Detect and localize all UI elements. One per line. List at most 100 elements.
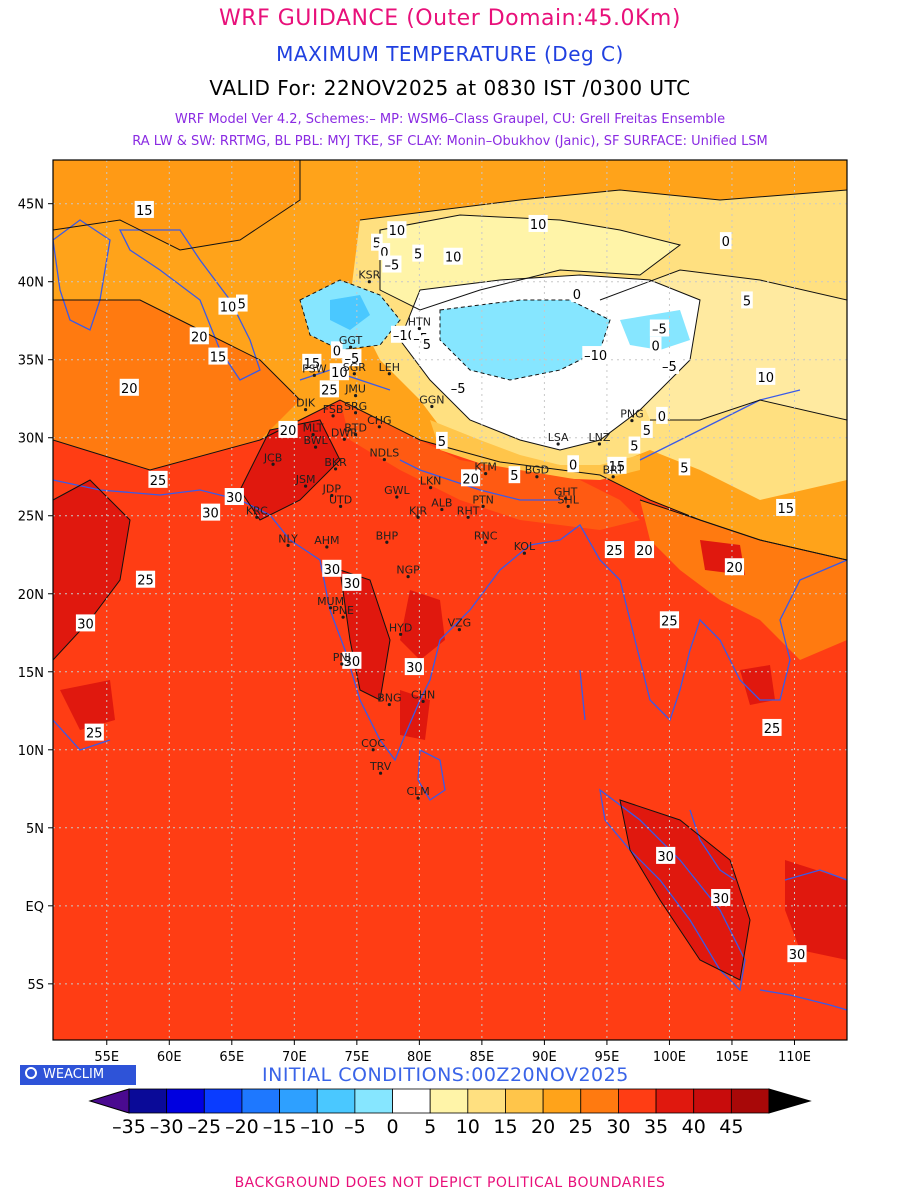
- colorbar-swatch: [467, 1088, 506, 1114]
- colorbar-swatch: [279, 1088, 318, 1114]
- contour-label-text: 30: [344, 655, 361, 670]
- lon-tick-label: 55E: [94, 1050, 119, 1065]
- colorbar-swatch: [693, 1088, 732, 1114]
- contour-label-box: [528, 214, 548, 232]
- contour-label-box: [412, 244, 424, 262]
- city-dot: [566, 504, 570, 508]
- city-label: CLM: [406, 785, 429, 798]
- city-label: ALB: [431, 497, 452, 510]
- contour-label-text: 0: [569, 458, 577, 473]
- contour-label-box: [641, 420, 653, 438]
- lon-tick-label: 90E: [532, 1050, 557, 1065]
- city-label: SGR: [343, 361, 367, 374]
- city-label: HTN: [408, 316, 431, 329]
- contour-label: 10: [218, 297, 238, 316]
- contour-label-box: [404, 658, 424, 676]
- city-rnc: RNC: [474, 529, 498, 544]
- lon-tick-label: 100E: [653, 1050, 686, 1065]
- contour-label-text: –5: [384, 259, 399, 274]
- city-shl: SHL: [557, 493, 580, 508]
- city-dot: [353, 411, 358, 415]
- city-label: BRT: [603, 464, 624, 477]
- lon-tick-label: 105E: [715, 1050, 748, 1065]
- city-dot: [406, 574, 410, 579]
- city-dot: [333, 467, 338, 471]
- city-dot: [440, 507, 444, 512]
- contour-label-box: [119, 378, 139, 396]
- colorbar-tick-label: –30: [150, 1116, 184, 1138]
- city-label: HYD: [389, 621, 412, 634]
- contour-label: –5: [649, 319, 670, 338]
- contour-label-box: [741, 291, 753, 309]
- city-label: JCB: [263, 451, 282, 464]
- city-label: DIK: [296, 397, 316, 410]
- contour-label: 5: [436, 431, 448, 450]
- city-label: DWR: [331, 426, 358, 439]
- contour-label-box: [649, 336, 662, 354]
- colorbar-swatch: [730, 1088, 770, 1114]
- contour-label-text: 5: [373, 237, 381, 252]
- contour-label-box: [656, 846, 676, 864]
- lat-tick-label: 25N: [18, 510, 44, 525]
- contour-label-box: [443, 247, 463, 265]
- city-label: PSW: [302, 362, 327, 375]
- city-jmu: JMU: [344, 383, 366, 398]
- colorbar-tick-label: 15: [493, 1116, 517, 1138]
- contour-label: 5: [628, 436, 641, 455]
- lon-tick-label: 95E: [595, 1050, 620, 1065]
- city-krc: KRC: [246, 504, 268, 519]
- contour-label: 30: [787, 945, 807, 963]
- contour-label: 0: [656, 406, 668, 425]
- contour-label-box: [382, 255, 402, 273]
- colorbar-swatch: [542, 1088, 582, 1114]
- city-label: LKN: [420, 475, 442, 488]
- city-label: KSR: [358, 269, 380, 282]
- lat-tick-label: 45N: [18, 198, 44, 213]
- contour-label-text: –5: [451, 382, 466, 397]
- contour-label: 10: [443, 247, 463, 266]
- city-ggt: GGT: [339, 334, 363, 349]
- colorbar-tick-label: –15: [263, 1116, 297, 1138]
- coastline-layer: [53, 219, 847, 1011]
- colorbar: –35 –30 –25 –20 –15 –10 –5 0 5 10 15 20 25 30 35 40 45: [88, 1088, 812, 1138]
- contour-label-box: [342, 349, 362, 367]
- city-dot: [313, 445, 318, 449]
- city-label: MUM: [317, 595, 344, 608]
- contour-label-text: 30: [344, 577, 361, 592]
- contour-label: 30: [404, 658, 424, 676]
- contour-label-box: [604, 541, 625, 559]
- city-utd: UTD: [329, 493, 352, 508]
- lat-tick-label: EQ: [26, 900, 44, 915]
- city-label: BWL: [303, 434, 328, 447]
- contour-label: 15: [208, 347, 228, 366]
- lon-tick-label: 60E: [157, 1050, 182, 1065]
- city-dot: [421, 699, 425, 704]
- city-label: KTM: [474, 461, 497, 474]
- contour-label-text: 15: [609, 460, 626, 475]
- city-dot: [417, 326, 421, 331]
- city-label: GHT: [554, 486, 578, 499]
- contour-label-box: [711, 889, 731, 907]
- contour-label-text: 15: [304, 357, 321, 372]
- city-dot: [303, 408, 308, 412]
- contour-label: 20: [634, 541, 655, 559]
- city-label: GGN: [419, 394, 444, 407]
- valid-time: VALID For: 22NOV2025 at 0830 IST /0300 U…: [209, 76, 691, 100]
- contour-label-box: [628, 436, 641, 454]
- city-label: GWL: [384, 484, 410, 497]
- brand-text: WEACLIM: [43, 1067, 105, 1082]
- city-label: PNJ: [333, 651, 351, 664]
- contour-label: 30: [75, 614, 96, 632]
- colorbar-tick-label: 0: [386, 1116, 398, 1138]
- city-dot: [630, 418, 634, 423]
- city-dik: DIK: [296, 397, 316, 412]
- contour-label-box: [84, 723, 104, 741]
- contour-label-text: 10: [530, 218, 547, 233]
- city-label: MLT: [303, 422, 324, 435]
- contour-label-text: 20: [636, 544, 653, 559]
- contour-label-box: [567, 455, 579, 473]
- city-dot: [457, 628, 461, 632]
- lon-tick-label: 85E: [470, 1050, 495, 1065]
- contour-label: 5: [678, 458, 691, 476]
- city-jsm: JSM: [295, 473, 315, 488]
